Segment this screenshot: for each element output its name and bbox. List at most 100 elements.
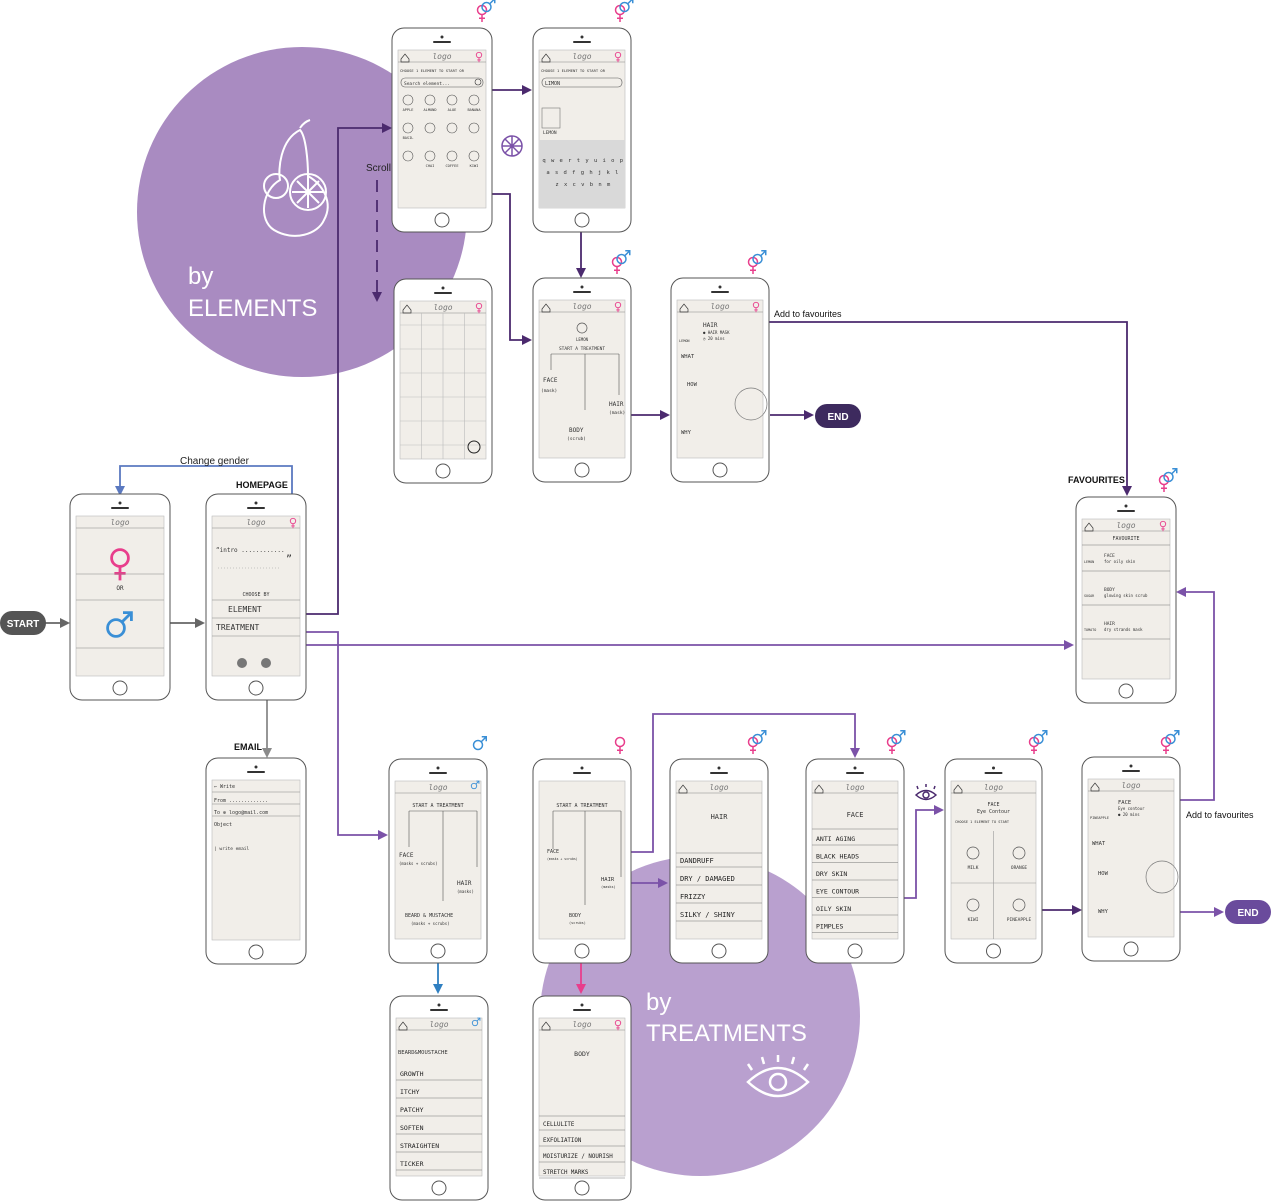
home-icon — [398, 1021, 408, 1031]
gender-both-icon — [1158, 468, 1178, 492]
hair-option: HAIR — [601, 877, 615, 883]
speaker — [434, 292, 452, 294]
phone-keyboard: logo CHOOSE 1 ELEMENT TO START OR LIMON LEM… — [532, 27, 632, 233]
by-treatments-label-1: by — [646, 989, 671, 1016]
male-icon — [471, 1017, 481, 1027]
speaker — [247, 507, 265, 509]
female-icon — [752, 301, 760, 313]
screen — [675, 780, 763, 940]
pear-citrus-icon — [262, 119, 329, 237]
female-icon — [614, 1019, 622, 1031]
female-icon — [475, 51, 483, 63]
search-input — [400, 77, 484, 88]
logo-text: logo — [429, 1020, 448, 1029]
home-icon — [679, 303, 689, 313]
speaker — [1117, 510, 1135, 512]
search-input — [541, 77, 623, 88]
fav-desc: dry strands mask — [1104, 627, 1143, 632]
element-name: LEMON — [679, 339, 690, 343]
element-icon — [446, 150, 458, 162]
element-label: COFFEE — [446, 164, 459, 168]
home-button — [1118, 683, 1134, 699]
home-icon — [541, 53, 551, 63]
detail-title: HAIR — [703, 322, 718, 329]
end-label-top: END — [827, 412, 848, 423]
logo-text: logo — [110, 518, 129, 527]
camera — [992, 766, 995, 770]
list-item: OILY SKIN — [816, 905, 851, 913]
face-sub: (masks + scrubs) — [547, 857, 578, 861]
screen — [676, 299, 764, 459]
choose-element: CHOOSE 1 ELEMENT TO START — [955, 820, 1010, 824]
camera — [436, 766, 440, 770]
key: x — [564, 182, 568, 188]
key: d — [564, 170, 567, 176]
treatment-option: TREATMENT — [216, 623, 260, 632]
list-item: GROWTH — [400, 1070, 424, 1078]
scroll-up-icon — [467, 440, 481, 454]
camera — [580, 1003, 584, 1007]
speaker — [984, 772, 1003, 774]
element-label: PINEAPPLE — [1007, 917, 1032, 923]
key: l — [615, 170, 618, 176]
face-title: FACE — [987, 802, 999, 808]
why-heading: WHY — [681, 430, 692, 436]
what-heading: WHAT — [681, 354, 695, 360]
email-to: To ⊕ logo@mail.com — [214, 810, 268, 816]
screen — [538, 299, 626, 459]
email-header: ← Write — [214, 784, 235, 790]
detail-title: FACE — [1118, 800, 1131, 806]
male-icon — [470, 780, 480, 790]
logo-text: logo — [1121, 781, 1140, 790]
home-button — [847, 943, 863, 959]
camera — [853, 766, 857, 770]
home-button — [574, 212, 590, 228]
key: h — [589, 170, 592, 176]
list-item: BLACK HEADS — [816, 853, 859, 861]
key: k — [607, 170, 611, 176]
fav-title: FAVOURITE — [1112, 536, 1139, 542]
camera — [118, 501, 122, 505]
face-option: FACE — [399, 852, 414, 859]
logo-text: logo — [432, 52, 451, 61]
list-item: FRIZZY — [680, 893, 706, 901]
key: u — [594, 158, 597, 164]
element-label: APPLE — [403, 108, 414, 112]
screen — [211, 779, 301, 941]
phone-elements: logo CHOOSE 1 ELEMENT TO START OR Search e… — [391, 27, 493, 233]
list-item: CELLULITE — [543, 1122, 575, 1128]
logo-text: logo — [433, 303, 452, 312]
key: m — [607, 182, 611, 188]
camera — [437, 1003, 441, 1007]
phone-beard-list: logo BEARD&MOUSTACHE GROWTH ITCHY PATCHY SOFT… — [389, 995, 489, 1201]
fav-element: SUGAR — [1084, 594, 1095, 598]
choose-by: CHOOSE BY — [242, 592, 269, 598]
male-icon — [106, 611, 133, 638]
favourites-label: FAVOURITES — [1068, 475, 1125, 485]
lemon-title: LEMON — [576, 337, 589, 342]
how-heading: HOW — [687, 382, 698, 388]
screen — [75, 515, 165, 677]
body-sub: (scrub) — [567, 436, 586, 442]
pineapple-slice-icon — [1145, 860, 1179, 894]
speaker — [573, 291, 591, 293]
end-pill-bottom[interactable]: END — [1225, 900, 1271, 924]
home-button — [574, 462, 590, 478]
female-icon — [614, 301, 622, 313]
element-icon — [1012, 898, 1026, 912]
hair-option: HAIR — [457, 880, 472, 887]
speaker — [711, 291, 729, 293]
speaker — [430, 1009, 448, 1011]
change-gender-label: Change gender — [180, 456, 250, 467]
element-icon — [424, 122, 436, 134]
phone-lemon-treatment: logo LEMON START A TREATMENT FACE (mask) HAIR… — [532, 277, 632, 483]
camera — [1124, 504, 1128, 508]
start-pill[interactable]: START — [0, 611, 46, 635]
speaker — [573, 41, 591, 43]
keyboard — [539, 140, 625, 208]
element-label: MILK — [968, 865, 979, 871]
end-pill-top[interactable]: END — [815, 404, 861, 428]
detail-time: ◷ 20 mins — [703, 336, 725, 341]
hair-title: HAIR — [711, 813, 729, 821]
